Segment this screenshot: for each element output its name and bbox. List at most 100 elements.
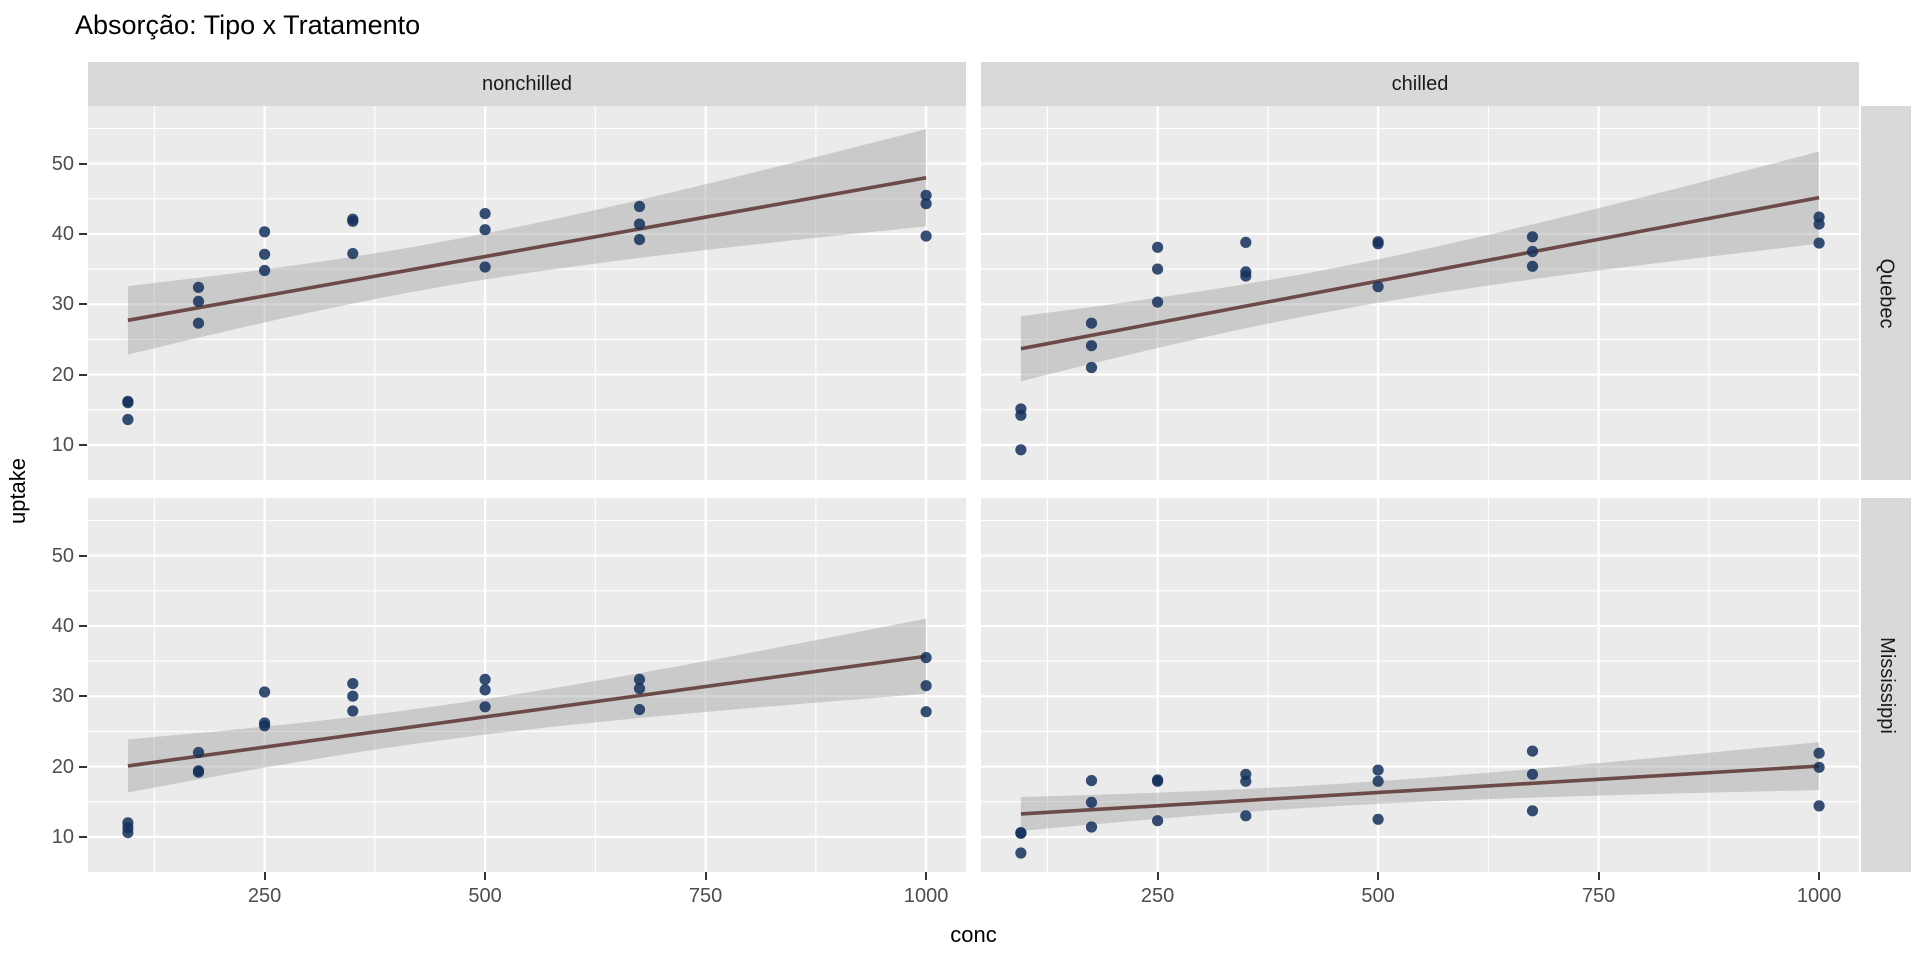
data-point: [1015, 403, 1027, 415]
points-group: [1015, 745, 1825, 859]
data-point: [479, 208, 491, 220]
panel-background: [88, 498, 966, 872]
x-tick-mark: [484, 872, 487, 880]
data-point: [122, 822, 134, 834]
data-point: [192, 317, 205, 329]
y-tick-mark: [79, 624, 87, 627]
data-point: [1085, 361, 1098, 374]
panel-mississippi-nonchilled: [88, 498, 966, 872]
data-point: [479, 673, 491, 685]
data-point: [1372, 775, 1384, 787]
data-point: [192, 746, 205, 759]
data-point: [1152, 241, 1164, 253]
y-tick-label: 30: [51, 293, 74, 316]
data-point: [920, 189, 932, 201]
x-tick-label: 1000: [903, 885, 949, 907]
x-tick-mark: [1597, 872, 1600, 880]
data-point: [1813, 800, 1825, 812]
regression-line: [127, 175, 927, 323]
y-tick-label: 10: [51, 433, 74, 456]
data-point: [1015, 444, 1027, 456]
data-point: [1085, 317, 1098, 329]
regression-line: [1020, 195, 1820, 351]
data-point: [479, 224, 491, 236]
data-point: [192, 765, 205, 777]
gridlines: [981, 106, 1859, 480]
data-point: [1526, 245, 1539, 258]
data-point: [122, 413, 134, 426]
data-point: [1085, 796, 1098, 808]
data-point: [192, 295, 205, 307]
data-point: [1813, 747, 1825, 759]
points-group: [1015, 211, 1825, 456]
data-point: [633, 704, 646, 716]
data-point: [1372, 764, 1384, 776]
facet-strip-nonchilled: nonchilled: [88, 62, 966, 106]
y-tick-label: 20: [51, 755, 74, 778]
data-point: [1152, 815, 1164, 827]
x-axis-title: conc: [950, 922, 997, 947]
data-point: [633, 682, 646, 695]
panel-background: [88, 106, 966, 480]
data-point: [122, 395, 134, 407]
data-point: [633, 200, 646, 213]
data-point: [1526, 805, 1539, 817]
x-tick-label: 750: [688, 885, 723, 907]
x-tick-label: 250: [1140, 885, 1175, 907]
data-point: [1152, 296, 1164, 308]
confidence-band: [127, 129, 927, 355]
panel-background: [981, 498, 1859, 872]
x-tick-label: 500: [1361, 885, 1395, 907]
data-point: [347, 213, 359, 225]
facet-strip-label: Quebec: [1875, 257, 1898, 329]
data-point: [347, 705, 359, 717]
data-point: [479, 684, 491, 696]
y-tick-label: 10: [51, 825, 74, 848]
data-point: [1085, 821, 1098, 833]
points-group: [122, 652, 932, 839]
x-tick-mark: [1377, 872, 1380, 880]
data-point: [259, 264, 271, 277]
data-point: [1813, 218, 1825, 230]
data-point: [479, 701, 491, 713]
data-point: [259, 248, 271, 260]
data-point: [347, 690, 359, 702]
data-point: [1085, 775, 1098, 787]
data-point: [479, 261, 491, 273]
y-tick-mark: [79, 162, 87, 165]
y-tick-mark: [79, 443, 87, 446]
data-point: [1372, 281, 1384, 293]
data-point: [633, 234, 646, 246]
data-point: [1372, 236, 1384, 248]
y-tick-mark: [79, 835, 87, 838]
data-point: [1152, 775, 1164, 787]
data-point: [1526, 231, 1539, 243]
y-tick-mark: [79, 554, 87, 557]
facet-strip-quebec: Quebec: [1861, 106, 1911, 480]
x-tick-label: 500: [468, 885, 502, 907]
panel-quebec-nonchilled: [88, 106, 966, 480]
data-point: [259, 686, 271, 698]
data-point: [1526, 768, 1539, 780]
data-point: [920, 680, 932, 692]
panel-background: [981, 106, 1859, 480]
facet-strip-mississippi: Mississippi: [1861, 498, 1911, 872]
y-tick-label: 40: [51, 614, 74, 637]
data-point: [1152, 263, 1164, 275]
data-point: [1015, 847, 1027, 859]
gridlines: [88, 106, 966, 480]
gridlines: [981, 498, 1859, 872]
y-axis-title: uptake: [5, 457, 30, 525]
data-point: [1526, 260, 1539, 272]
data-point: [920, 652, 932, 664]
regression-line: [1020, 764, 1820, 816]
confidence-band: [1020, 742, 1820, 831]
data-point: [1085, 340, 1098, 352]
data-point: [920, 706, 932, 718]
y-tick-mark: [79, 695, 87, 698]
confidence-band: [1020, 151, 1820, 382]
points-group: [122, 189, 932, 426]
data-point: [1526, 745, 1539, 757]
x-tick-mark: [1818, 872, 1821, 880]
